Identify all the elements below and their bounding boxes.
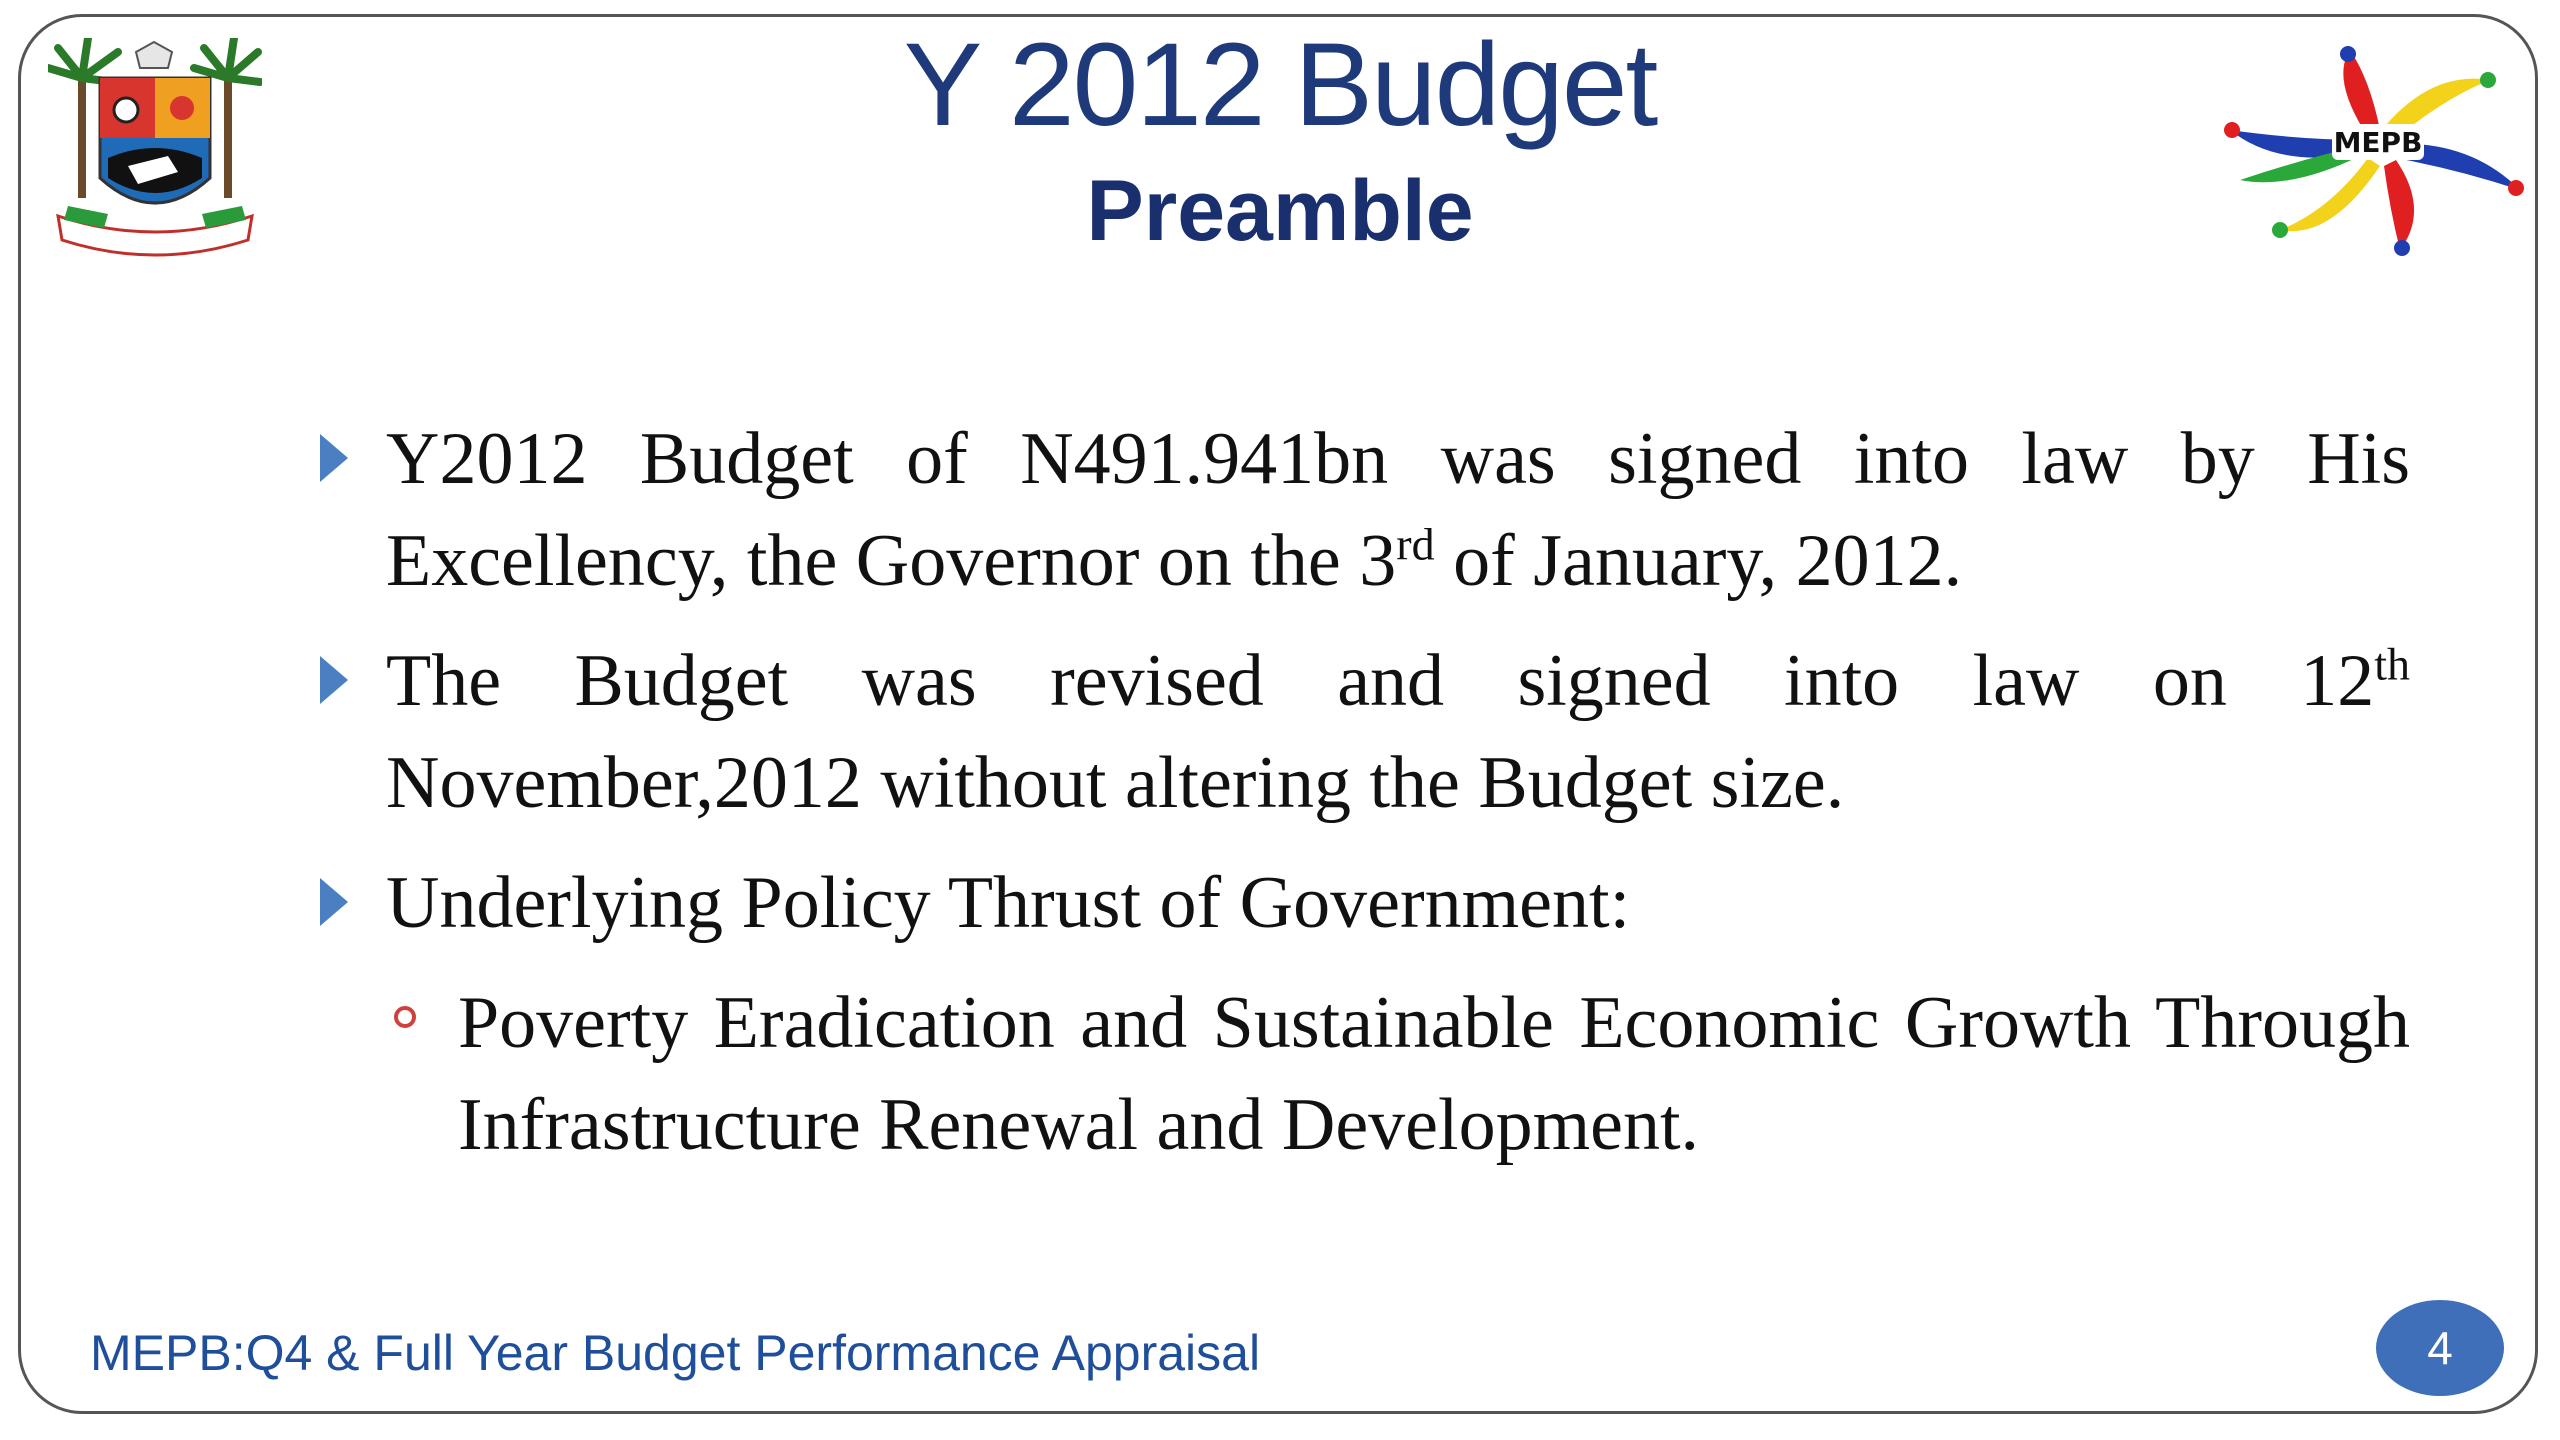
bullet-text: of January, 2012. — [1434, 520, 1963, 602]
triangle-bullet-icon — [320, 878, 348, 926]
bullet-text: Y2012 Budget of N491.941bn was signed in… — [386, 418, 2410, 602]
palm-tree-right-icon — [190, 38, 262, 198]
palm-tree-left-icon — [48, 38, 122, 198]
bullet-text: The Budget was revised and signed into l… — [386, 640, 2375, 722]
bullet-item: Y2012 Budget of N491.941bn was signed in… — [320, 408, 2410, 612]
ordinal-suffix: th — [2374, 638, 2410, 690]
mepb-logo-text: MEPB — [2334, 126, 2423, 159]
bullet-item: The Budget was revised and signed into l… — [320, 630, 2410, 834]
coat-of-arms-logo — [48, 38, 262, 257]
sub-bullet-text: Poverty Eradication and Sustainable Econ… — [458, 982, 2410, 1166]
bullet-item: Underlying Policy Thrust of Government: — [320, 852, 2410, 954]
triangle-bullet-icon — [320, 434, 348, 482]
bullet-text: Underlying Policy Thrust of Government: — [386, 862, 1631, 944]
slide-title: Y 2012 Budget — [903, 19, 1659, 151]
mepb-logo: MEPB — [2224, 46, 2524, 256]
bullet-text: November,2012 without altering the Budge… — [386, 742, 1845, 824]
triangle-bullet-icon — [320, 656, 348, 704]
slide-content: Y2012 Budget of N491.941bn was signed in… — [320, 408, 2410, 1176]
slide-footer: MEPB:Q4 & Full Year Budget Performance A… — [90, 1325, 1261, 1381]
ordinal-suffix: rd — [1396, 518, 1435, 570]
slide-subtitle: Preamble — [1086, 163, 1474, 259]
circle-bullet-icon — [394, 1006, 416, 1028]
page-number-badge: 4 — [2376, 1300, 2504, 1396]
slide-frame — [18, 14, 2538, 1414]
sub-bullet-item: Poverty Eradication and Sustainable Econ… — [320, 972, 2410, 1176]
